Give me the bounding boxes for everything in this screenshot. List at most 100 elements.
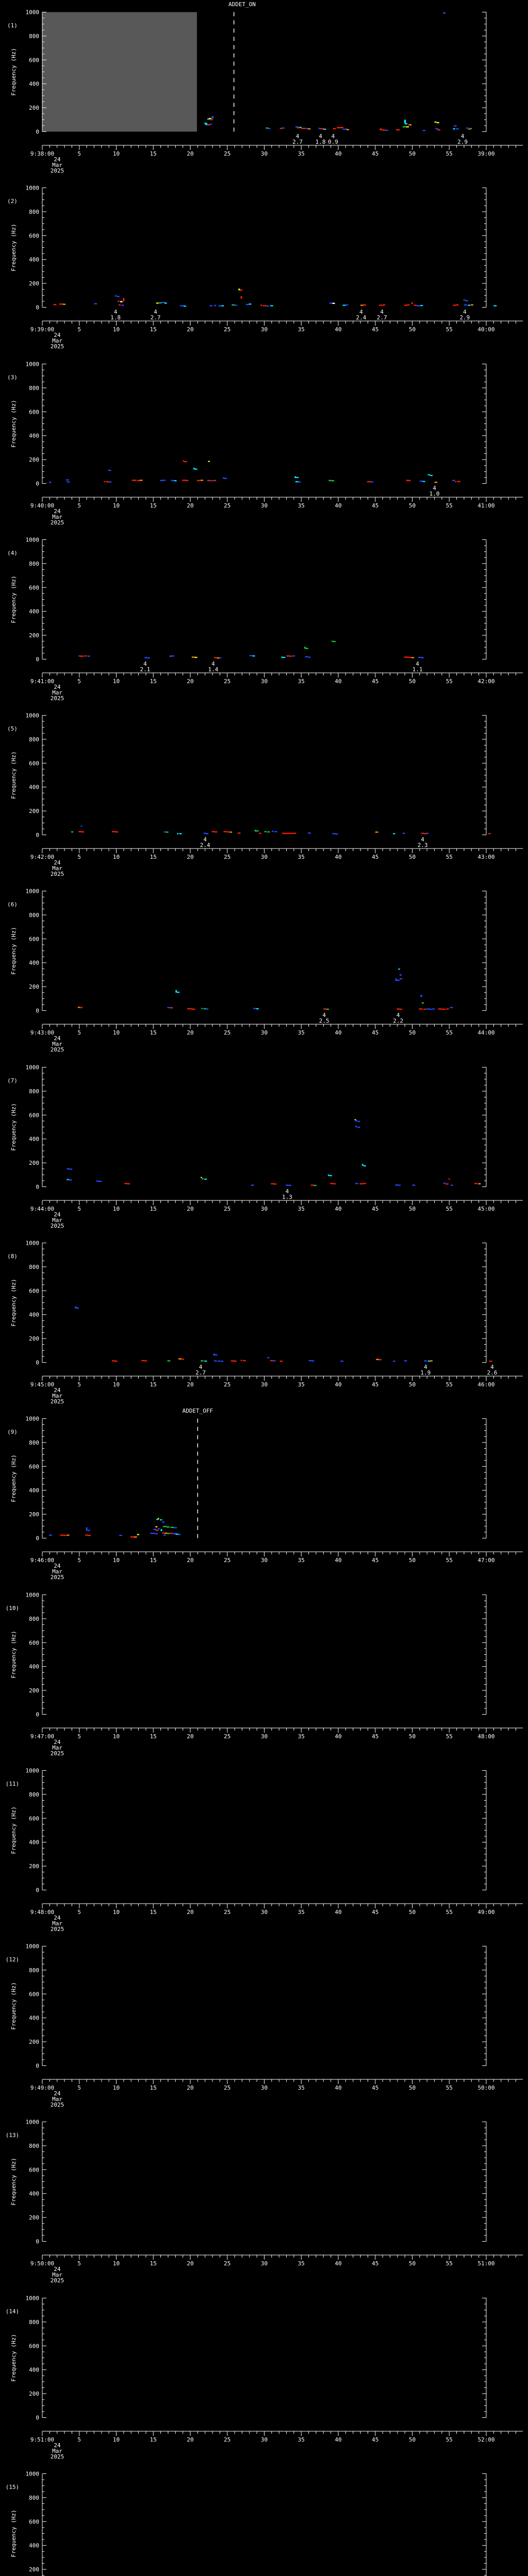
y-axis-title: Frequency (Hz) — [10, 575, 17, 623]
x-end-time-label: 49:00 — [477, 1909, 494, 1916]
event-labels: 41.842.742.442.742.9 — [110, 309, 470, 321]
detection-point — [252, 655, 255, 657]
y-axis: 0 200 400 600 800 1000 Frequency (Hz) — [10, 536, 487, 663]
detection-point — [63, 303, 66, 306]
detection-point — [446, 1008, 449, 1010]
date-line-label: 2025 — [51, 871, 64, 877]
x-tick-label: 30 — [261, 1909, 268, 1916]
x-tick-label: 45 — [372, 1029, 378, 1036]
time-axis: 9:44:00 5 10 15 20 25 30 35 40 45 50 55 45:0024Mar20… — [30, 1200, 523, 1229]
x-tick-label: 55 — [446, 1206, 453, 1212]
detection-point — [286, 1184, 289, 1186]
y-axis: 0 200 400 600 800 1000 Frequency (Hz) — [10, 2119, 487, 2245]
x-tick-label: 35 — [298, 678, 305, 685]
x-tick-label: 35 — [298, 1029, 305, 1036]
x-tick-label: 10 — [113, 678, 120, 685]
y-tick-label: 200 — [29, 280, 39, 287]
y-tick-label: 1000 — [26, 2295, 39, 2301]
x-end-time-label: 40:00 — [477, 326, 494, 333]
detection-point — [363, 304, 366, 306]
x-tick-label: 55 — [446, 502, 453, 509]
x-tick-label: 50 — [409, 502, 416, 509]
detection-point — [160, 480, 163, 481]
x-tick-label: 45 — [372, 2436, 378, 2443]
panel-plot-1: 0 200 400 600 800 1000 Frequency (Hz) (1) 9:38:0… — [7, 1, 523, 174]
x-tick-label: 45 — [372, 1557, 378, 1564]
detection-point — [249, 655, 253, 656]
detection-point — [158, 302, 162, 304]
x-start-time-label: 9:38:00 — [30, 150, 54, 157]
y-tick-label: 1000 — [26, 1591, 39, 1598]
detection-point — [201, 1360, 204, 1362]
panel-plot-3: 0 200 400 600 800 1000 Frequency (Hz) (3) 9:40:0… — [7, 361, 523, 526]
y-axis: 0 200 400 600 800 1000 Frequency (Hz) — [10, 888, 487, 1014]
detection-point — [208, 117, 211, 120]
date-line-label: 2025 — [51, 343, 64, 350]
x-tick-label: 55 — [446, 1557, 453, 1564]
detection-point — [249, 303, 252, 305]
detection-point — [376, 1359, 379, 1360]
detection-point — [172, 655, 175, 657]
date-line-label: Mar — [52, 865, 62, 872]
detection-point — [411, 657, 415, 658]
detection-point — [465, 300, 468, 302]
spectrogram-panel-11: 0 200 400 600 800 1000 Frequency (Hz) (11) 9:48:… — [0, 1758, 528, 1934]
detection-point — [203, 833, 206, 834]
date-line-label: 2025 — [51, 1926, 64, 1933]
event-count-label: 4 — [319, 133, 322, 140]
event-value-label: 2.4 — [200, 842, 210, 849]
detection-point — [333, 1183, 336, 1184]
date-line-label: Mar — [52, 1920, 62, 1927]
detection-point — [279, 1360, 283, 1362]
x-tick-label: 15 — [150, 326, 157, 333]
x-tick-label: 10 — [113, 2084, 120, 2091]
x-tick-label: 5 — [77, 502, 81, 509]
detection-point — [419, 1008, 423, 1010]
event-value-label: 2.3 — [418, 842, 428, 849]
detection-point — [304, 647, 306, 649]
detection-point — [355, 1182, 358, 1184]
detection-point — [114, 1360, 118, 1362]
detection-point — [167, 1360, 171, 1362]
detection-point — [464, 304, 467, 306]
detection-point — [63, 1535, 67, 1536]
detection-point — [406, 126, 409, 128]
event-count-label: 4 — [143, 660, 147, 667]
x-tick-label: 30 — [261, 2436, 268, 2443]
x-tick-label: 10 — [113, 326, 120, 333]
x-end-time-label: 51:00 — [477, 2260, 494, 2267]
date-line-label: 2025 — [51, 167, 64, 174]
y-tick-label: 200 — [29, 2214, 39, 2221]
event-value-label: 2.5 — [319, 1018, 329, 1024]
x-tick-label: 15 — [150, 150, 157, 157]
detection-point — [223, 831, 227, 833]
detection-point — [137, 1534, 139, 1535]
detection-point — [194, 468, 197, 470]
time-axis: 9:39:00 5 10 15 20 25 30 35 40 45 50 55 40:0024Mar20… — [30, 320, 523, 350]
event-labels: 41.3 — [282, 1188, 292, 1200]
y-tick-label: 0 — [36, 304, 39, 311]
y-tick-label: 800 — [29, 33, 39, 40]
x-tick-label: 35 — [298, 1909, 305, 1916]
detection-point — [237, 832, 241, 834]
x-tick-label: 15 — [150, 854, 157, 860]
x-tick-label: 45 — [372, 150, 378, 157]
detection-point — [69, 1179, 72, 1181]
x-tick-label: 55 — [446, 1381, 453, 1388]
x-tick-label: 5 — [77, 2436, 81, 2443]
x-tick-label: 20 — [187, 502, 193, 509]
detection-point — [124, 1182, 128, 1184]
detection-point — [268, 128, 271, 129]
data-points — [67, 1118, 481, 1186]
x-tick-label: 5 — [77, 150, 81, 157]
detection-point — [408, 124, 412, 126]
y-tick-label: 0 — [36, 128, 39, 135]
y-tick-label: 600 — [29, 409, 39, 415]
spectrogram-panel-4: 0 200 400 600 800 1000 Frequency (Hz) (4) 9:41:0… — [0, 528, 528, 703]
detection-point — [240, 290, 243, 291]
x-tick-label: 25 — [224, 2260, 230, 2267]
x-tick-label: 55 — [446, 678, 453, 685]
y-tick-label: 1000 — [26, 2119, 39, 2126]
